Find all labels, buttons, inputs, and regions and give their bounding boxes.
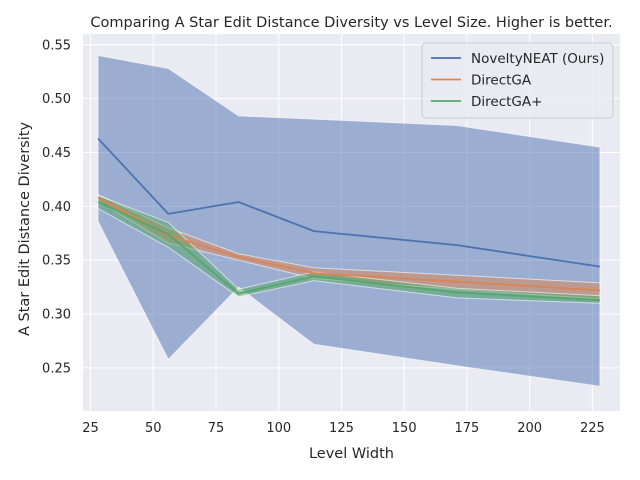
x-tick-label: 200	[517, 421, 542, 436]
chart-title: Comparing A Star Edit Distance Diversity…	[90, 15, 612, 31]
x-axis-label: Level Width	[309, 446, 394, 462]
y-tick-label: 0.25	[42, 361, 71, 376]
y-tick-label: 0.50	[42, 92, 71, 107]
y-tick-label: 0.30	[42, 308, 71, 323]
noveltyneat-ours-band	[97, 54, 601, 387]
noveltyneat-ours-line	[97, 137, 601, 268]
directga-band	[97, 194, 601, 304]
x-tick-label: 50	[145, 421, 162, 436]
x-tick-label: 25	[82, 421, 99, 436]
x-tick-label: 75	[208, 421, 225, 436]
legend-box	[421, 42, 614, 119]
y-axis-label: A Star Edit Distance Diversity	[17, 122, 33, 336]
directga-legend-label: DirectGA	[471, 73, 532, 89]
x-tick-label: 100	[266, 421, 291, 436]
x-tick-label: 225	[580, 421, 605, 436]
x-tick-label: 175	[455, 421, 480, 436]
x-tick-label: 150	[392, 421, 417, 436]
y-axis-ticks: 0.25 0.30 0.35 0.40 0.45 0.50 0.55	[42, 38, 71, 376]
directga-line	[97, 201, 600, 301]
noveltyneat-ours-legend-label: NoveltyNEAT (Ours)	[471, 51, 604, 67]
legend: NoveltyNEAT (Ours) DirectGA DirectGA+	[421, 42, 614, 119]
y-tick-label: 0.40	[42, 200, 71, 215]
y-tick-label: 0.35	[42, 254, 71, 269]
directga-legend-label: DirectGA+	[471, 94, 542, 110]
x-axis-ticks: 25 50 75 100 125 150 175 200 225	[82, 421, 605, 436]
series-lines	[97, 137, 601, 301]
confidence-bands	[97, 54, 601, 387]
y-tick-label: 0.55	[42, 38, 71, 53]
y-tick-label: 0.45	[42, 146, 71, 161]
x-tick-label: 125	[329, 421, 354, 436]
